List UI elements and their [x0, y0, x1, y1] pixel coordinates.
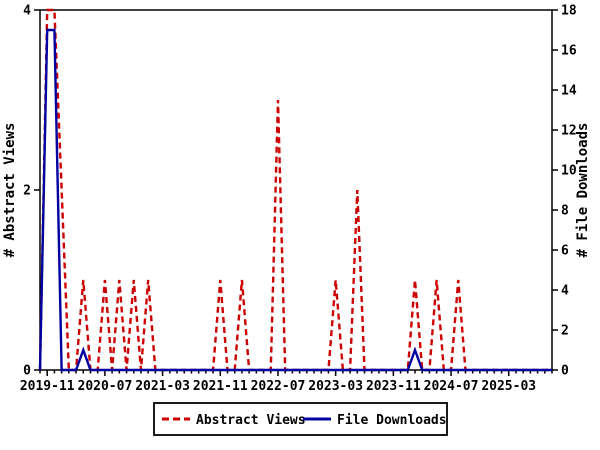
y-right-tick-label: 10	[561, 164, 577, 179]
y-left-tick-label: 0	[23, 364, 31, 379]
plot-border	[39, 9, 553, 371]
y-left-tick-label: 4	[23, 4, 31, 19]
x-axis-tick-label: 2022-07	[251, 379, 306, 394]
abstract-views-line	[38, 8, 552, 372]
y-left-axis-title: # Abstract Views	[2, 123, 18, 258]
x-axis-tick-label: 2019-11	[20, 379, 75, 394]
y-right-tick-label: 2	[561, 324, 569, 339]
y-right-tick-label: 14	[561, 84, 577, 99]
x-axis-tick-label: 2023-11	[366, 379, 421, 394]
y-right-tick-label: 4	[561, 284, 569, 299]
y-right-axis-title: # File Downloads	[575, 123, 591, 258]
y-right-tick-label: 12	[561, 124, 577, 139]
legend-label: File Downloads	[337, 413, 447, 428]
x-axis-tick-label: 2025-03	[481, 379, 536, 394]
legend-label: Abstract Views	[196, 413, 306, 428]
y-right-tick-label: 8	[561, 204, 569, 219]
y-left-tick-label: 2	[23, 184, 31, 199]
x-axis-tick-label: 2021-11	[193, 379, 248, 394]
x-axis-tick-label: 2023-03	[308, 379, 363, 394]
y-right-tick-label: 0	[561, 364, 569, 379]
y-right-tick-label: 16	[561, 44, 577, 59]
legend-box	[153, 402, 448, 436]
y-right-tick-label: 6	[561, 244, 569, 259]
x-axis-tick-label: 2020-07	[78, 379, 133, 394]
x-axis-tick-label: 2021-03	[135, 379, 190, 394]
y-right-tick-label: 18	[561, 4, 577, 19]
x-axis-tick-label: 2024-07	[424, 379, 479, 394]
file-downloads-line	[38, 28, 552, 372]
